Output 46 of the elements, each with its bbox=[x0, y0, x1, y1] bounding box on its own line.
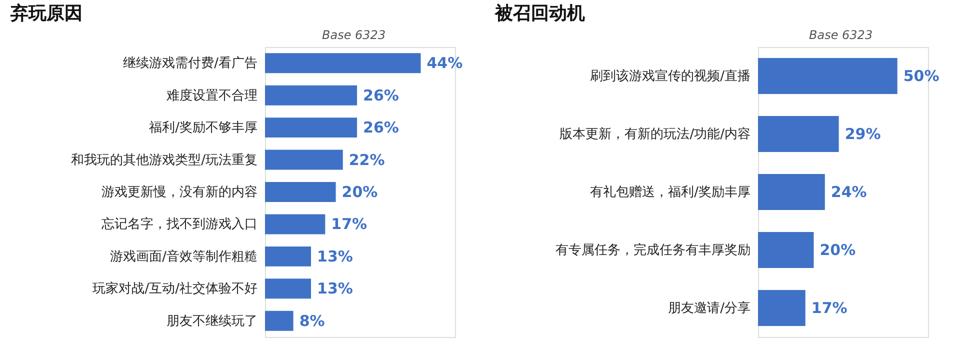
data-label: 17% bbox=[811, 299, 848, 317]
y-tick-label: 忘记名字，找不到游戏入口 bbox=[102, 216, 258, 232]
y-tick-label: 游戏更新慢，没有新的内容 bbox=[102, 184, 258, 200]
y-tick-label: 玩家对战/互动/社交体验不好 bbox=[92, 280, 258, 297]
bar bbox=[758, 232, 814, 268]
y-tick-label: 难度设置不合理 bbox=[166, 87, 258, 104]
data-label: 22% bbox=[348, 150, 385, 169]
y-tick-label: 朋友不继续玩了 bbox=[166, 314, 258, 329]
bar bbox=[265, 85, 358, 106]
bar bbox=[758, 174, 825, 210]
bar bbox=[265, 118, 358, 138]
text: Base 6323 bbox=[809, 28, 873, 42]
y-tick-label: 游戏画面/音效等制作粗糙 bbox=[110, 249, 258, 264]
y-tick-label: 继续游戏需付费/看广告 bbox=[123, 56, 258, 72]
bar bbox=[265, 246, 312, 266]
bar bbox=[758, 116, 839, 152]
data-label: 44% bbox=[426, 54, 463, 72]
data-label: 17% bbox=[331, 215, 368, 234]
data-label: 24% bbox=[830, 183, 867, 201]
y-tick-label: 有专属任务，完成任务有丰厚奖励 bbox=[556, 242, 750, 258]
text: Base 6323 bbox=[322, 28, 386, 42]
data-label: 13% bbox=[317, 247, 353, 266]
data-label: 20% bbox=[342, 183, 378, 201]
data-label: 29% bbox=[844, 125, 881, 143]
bar bbox=[758, 290, 806, 326]
bar bbox=[265, 214, 326, 234]
bar bbox=[265, 310, 294, 331]
bar bbox=[265, 150, 343, 170]
text: 弃玩原因 bbox=[10, 3, 83, 24]
data-label: 26% bbox=[363, 118, 399, 137]
data-label: 20% bbox=[820, 241, 856, 259]
y-tick-label: 版本更新，有新的玩法/功能/内容 bbox=[560, 126, 750, 142]
y-tick-label: 和我玩的其他游戏类型/玩法重复 bbox=[71, 152, 258, 168]
bar bbox=[758, 58, 898, 94]
text: 被召回动机 bbox=[494, 3, 585, 24]
y-tick-label: 朋友邀请/分享 bbox=[668, 300, 750, 316]
data-label: 26% bbox=[363, 86, 399, 104]
y-tick-label: 福利/奖励不够丰厚 bbox=[149, 120, 258, 136]
data-label: 50% bbox=[903, 67, 940, 85]
data-label: 13% bbox=[317, 280, 353, 298]
y-tick-label: 有礼包赠送，福利/奖励丰厚 bbox=[590, 185, 750, 200]
bar bbox=[265, 182, 336, 202]
y-tick-label: 刷到该游戏宣传的视频/直播 bbox=[590, 68, 750, 84]
data-label: 8% bbox=[299, 312, 325, 330]
bar bbox=[265, 53, 421, 74]
bar bbox=[265, 278, 312, 299]
